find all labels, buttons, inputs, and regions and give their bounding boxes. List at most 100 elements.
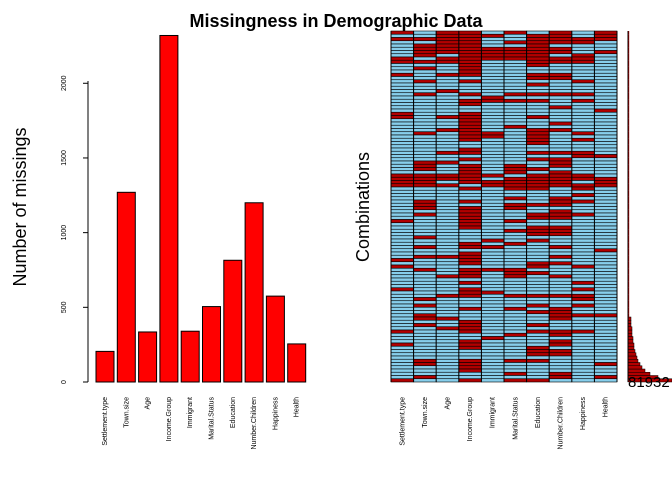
combination-cell xyxy=(594,183,618,188)
combination-cell xyxy=(481,82,505,87)
combination-cell xyxy=(571,150,595,155)
combination-cell xyxy=(526,254,550,259)
combination-cell xyxy=(413,33,437,38)
combination-cell xyxy=(390,121,414,126)
combination-cell xyxy=(526,92,550,97)
combination-cell xyxy=(458,66,482,71)
combination-cell xyxy=(458,150,482,155)
combination-cell xyxy=(526,235,550,240)
combination-cell xyxy=(435,371,460,376)
combination-cell xyxy=(548,209,573,214)
combination-cell xyxy=(548,160,573,165)
combination-cell xyxy=(503,79,527,84)
combination-cell xyxy=(594,118,618,123)
combination-cell xyxy=(571,352,595,357)
combination-cell xyxy=(413,228,437,233)
combination-cell xyxy=(390,280,414,285)
combination-cell xyxy=(481,170,505,175)
combination-cell xyxy=(526,251,550,256)
combination-cell xyxy=(481,102,505,107)
frequency-bar xyxy=(628,99,630,103)
combination-cell xyxy=(481,293,505,298)
combination-cell xyxy=(481,339,505,344)
combination-cell xyxy=(481,108,505,113)
combination-cell xyxy=(435,287,460,292)
combination-cell xyxy=(481,173,505,178)
combination-cell xyxy=(526,342,550,347)
combination-cell xyxy=(503,209,527,214)
combination-cell xyxy=(481,193,505,198)
combination-cell xyxy=(390,271,414,276)
combination-cell xyxy=(503,339,527,344)
combination-cell xyxy=(594,339,618,344)
combination-cell xyxy=(503,251,527,256)
combination-cell xyxy=(594,352,618,357)
combination-cell xyxy=(594,108,618,113)
frequency-bar xyxy=(628,252,630,256)
combination-cell xyxy=(594,79,618,84)
combination-cell xyxy=(571,154,595,159)
combination-cell xyxy=(594,290,618,295)
combination-cell xyxy=(435,209,460,214)
combination-cell xyxy=(481,212,505,217)
combination-cell xyxy=(594,225,618,230)
frequency-bar xyxy=(628,271,630,275)
combination-cell xyxy=(571,167,595,172)
combination-cell xyxy=(413,378,437,383)
frequency-bar xyxy=(628,37,630,41)
combination-cell xyxy=(548,82,573,87)
combination-cell xyxy=(390,316,414,321)
combination-cell xyxy=(390,313,414,318)
combination-cell xyxy=(481,323,505,328)
combination-cell xyxy=(413,215,437,220)
combination-cell xyxy=(481,150,505,155)
combination-cell xyxy=(503,128,527,133)
combination-cell xyxy=(503,183,527,188)
combination-cell xyxy=(390,69,414,74)
combination-cell xyxy=(458,352,482,357)
combination-cell xyxy=(390,306,414,311)
combination-cell xyxy=(435,43,460,48)
left-x-label: Town.size xyxy=(123,397,130,428)
combination-cell xyxy=(526,241,550,246)
frequency-bar xyxy=(627,339,634,344)
combination-cell xyxy=(526,85,550,90)
combination-cell xyxy=(548,167,573,172)
combination-cell xyxy=(548,245,573,250)
combination-cell xyxy=(503,345,527,350)
combination-cell xyxy=(503,222,527,227)
combination-cell xyxy=(390,339,414,344)
combination-cell xyxy=(526,215,550,220)
combination-cell xyxy=(548,59,573,64)
combination-cell xyxy=(413,170,437,175)
combination-cell xyxy=(526,345,550,350)
combination-cell xyxy=(435,46,460,51)
combination-cell xyxy=(526,225,550,230)
combination-cell xyxy=(594,50,618,55)
combination-cell xyxy=(481,336,505,341)
combination-cell xyxy=(481,378,505,383)
combination-cell xyxy=(413,82,437,87)
combination-cell xyxy=(594,37,618,42)
combination-cell xyxy=(594,332,618,337)
combination-cell xyxy=(390,371,414,376)
combination-cell xyxy=(413,329,437,334)
combination-cell xyxy=(390,323,414,328)
combination-cell xyxy=(390,300,414,305)
combination-cell xyxy=(435,368,460,373)
combination-cell xyxy=(503,238,527,243)
combination-cell xyxy=(435,313,460,318)
combination-cell xyxy=(413,209,437,214)
combination-cell xyxy=(413,316,437,321)
combination-cell xyxy=(481,316,505,321)
combination-cell xyxy=(481,300,505,305)
combination-cell xyxy=(458,118,482,123)
frequency-bar xyxy=(628,70,630,74)
combination-cell xyxy=(413,355,437,360)
combination-cell xyxy=(548,102,573,107)
combination-cell xyxy=(548,69,573,74)
combination-cell xyxy=(503,264,527,269)
frequency-bar xyxy=(628,144,630,148)
combination-cell xyxy=(503,53,527,58)
combination-cell xyxy=(390,66,414,71)
